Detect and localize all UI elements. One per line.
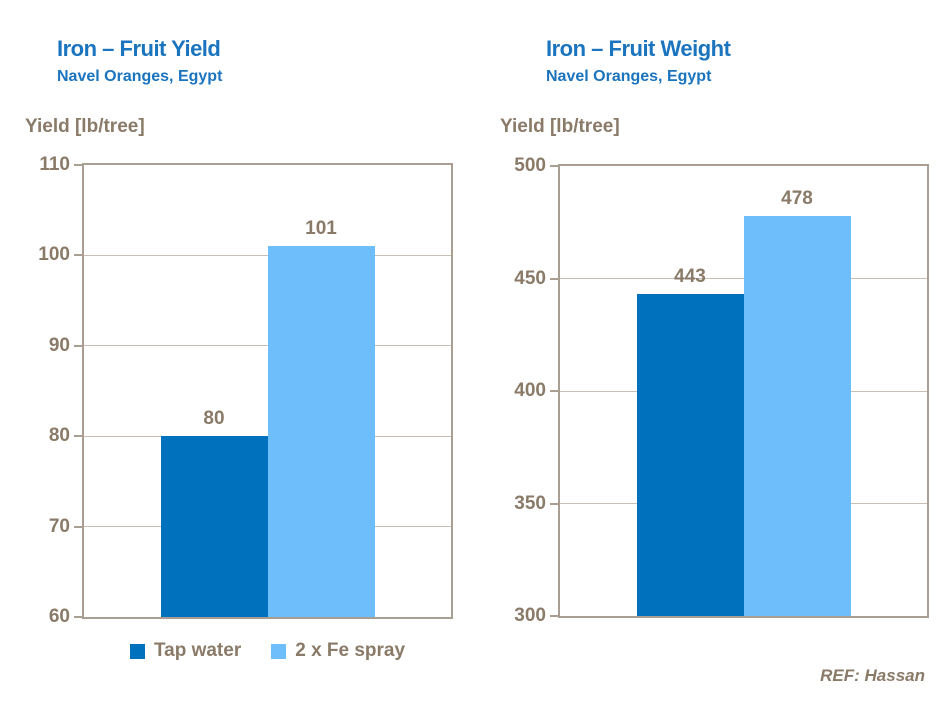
y-tick-label: 350 bbox=[514, 492, 546, 514]
y-tick-mark bbox=[550, 615, 559, 617]
chart-title: Iron – Fruit Yield bbox=[57, 36, 221, 61]
y-tick-mark bbox=[550, 502, 559, 505]
plot-area: 110 100 90 80 70 60 80 101 bbox=[38, 154, 453, 627]
y-tick-mark bbox=[74, 616, 83, 618]
chart-subtitle: Navel Oranges, Egypt bbox=[57, 68, 223, 85]
y-tick-label: 300 bbox=[514, 605, 546, 626]
y-tick-mark bbox=[550, 390, 559, 392]
y-tick-label: 500 bbox=[514, 155, 546, 176]
y-axis-label: Yield [lb/tree] bbox=[25, 116, 145, 137]
legend-label: Tap water bbox=[153, 640, 242, 661]
bar-value-label: 478 bbox=[781, 187, 813, 209]
y-tick-mark bbox=[74, 164, 83, 166]
y-tick-label: 400 bbox=[514, 380, 546, 401]
bar-2-x-fe-spray bbox=[267, 246, 375, 617]
bar-tap-water bbox=[160, 436, 268, 617]
chart-title: Iron – Fruit Weight bbox=[546, 36, 731, 61]
bar-2-x-fe-spray bbox=[743, 215, 851, 616]
bar-value-label: 101 bbox=[305, 218, 337, 240]
y-tick-mark bbox=[550, 277, 559, 280]
legend-swatch bbox=[129, 643, 145, 659]
y-tick-label: 90 bbox=[48, 334, 70, 356]
reference-text: REF: Hassan bbox=[820, 666, 925, 685]
legend-item: Tap water bbox=[129, 640, 242, 662]
legend-swatch bbox=[271, 643, 287, 659]
y-tick-mark bbox=[74, 254, 83, 257]
y-tick-label: 450 bbox=[514, 267, 546, 289]
bar-value-label: 443 bbox=[674, 266, 706, 288]
legend-label: 2 x Fe spray bbox=[295, 640, 406, 661]
y-tick-mark bbox=[74, 525, 83, 528]
y-tick-label: 70 bbox=[48, 515, 70, 537]
y-tick-label: 110 bbox=[39, 154, 70, 175]
legend-item: 2 x Fe spray bbox=[271, 640, 405, 662]
legend: Tap water 2 x Fe spray bbox=[82, 640, 453, 662]
bar-value-label: 80 bbox=[203, 408, 225, 430]
y-tick-mark bbox=[74, 344, 83, 347]
bar-tap-water bbox=[636, 294, 744, 616]
y-tick-mark bbox=[550, 165, 559, 167]
y-axis-label: Yield [lb/tree] bbox=[500, 116, 620, 137]
chart-subtitle: Navel Oranges, Egypt bbox=[546, 68, 712, 85]
plot-area: 500 450 400 350 300 443 478 bbox=[514, 155, 929, 626]
y-tick-label: 80 bbox=[48, 425, 70, 447]
y-tick-label: 60 bbox=[48, 606, 70, 627]
y-tick-label: 100 bbox=[38, 244, 70, 266]
y-tick-mark bbox=[74, 435, 83, 438]
